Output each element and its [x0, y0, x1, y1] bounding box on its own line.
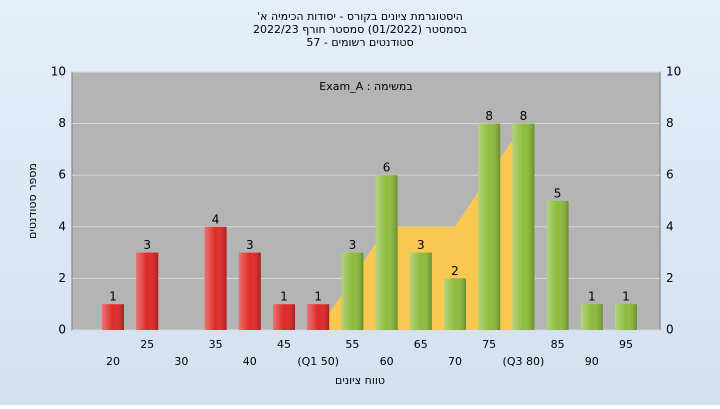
y2-tick-label: 6 — [666, 168, 674, 182]
y-tick-label: 10 — [51, 65, 66, 79]
y2-tick-label: 10 — [666, 65, 681, 79]
x-tick-label: 45 — [277, 338, 291, 351]
data-label: 3 — [417, 238, 425, 252]
bar-shade — [580, 304, 603, 330]
bar-shade — [341, 252, 364, 330]
bar-shade — [136, 252, 159, 330]
x-tick-label: 85 — [551, 338, 565, 351]
x-tick-label: 65 — [414, 338, 428, 351]
x-tick-label: (Q1 50) — [297, 355, 339, 368]
area — [318, 123, 524, 330]
data-label: 1 — [280, 290, 288, 304]
data-label: 3 — [349, 238, 357, 252]
data-label: 3 — [143, 238, 151, 252]
x-tick-label: 60 — [380, 355, 394, 368]
y2-tick-label: 2 — [666, 271, 674, 285]
bar-shade — [307, 304, 330, 330]
y-axis-label: מספר סטודנטים — [26, 163, 39, 239]
data-label: 2 — [451, 264, 459, 278]
y-tick-label: 2 — [58, 271, 66, 285]
x-tick-label: 35 — [209, 338, 223, 351]
data-label: 1 — [588, 290, 596, 304]
bar-shade — [375, 175, 398, 330]
y-tick-label: 6 — [58, 168, 66, 182]
data-label: 5 — [554, 187, 562, 201]
x-tick-label: 20 — [106, 355, 120, 368]
x-tick-label: 40 — [243, 355, 257, 368]
bar-shade — [478, 123, 501, 330]
annotation: במשימה : Exam_A — [319, 80, 412, 93]
bar-shade — [546, 201, 569, 330]
chart-subtitle: סטודנטים רשומים - 57 — [306, 36, 413, 49]
data-label: 1 — [622, 290, 630, 304]
y2-tick-label: 0 — [666, 323, 674, 337]
data-label: 4 — [212, 212, 220, 226]
data-label: 3 — [246, 238, 254, 252]
x-tick-label: 70 — [448, 355, 462, 368]
data-label: 1 — [314, 290, 322, 304]
x-tick-label: 55 — [345, 338, 359, 351]
bar-shade — [444, 278, 466, 330]
bar-shade — [409, 252, 432, 330]
data-label: 1 — [109, 290, 117, 304]
x-axis-label: טווח ציונים — [335, 374, 385, 387]
x-tick-label: 25 — [140, 338, 154, 351]
chart-title: היסטוגרמת ציונים בקורס - יסודות הכימיה א… — [257, 10, 463, 23]
data-label: 6 — [383, 161, 391, 175]
x-tick-label: (Q3 80) — [503, 355, 545, 368]
data-label: 8 — [520, 109, 528, 123]
bar-shade — [102, 304, 124, 330]
chart-subtitle: בסמסטר (01/2022) סמסטר חורף 2022/23 — [253, 23, 467, 36]
x-tick-label: 90 — [585, 355, 599, 368]
x-tick-label: 30 — [174, 355, 188, 368]
y-tick-label: 0 — [58, 323, 66, 337]
bar-shade — [238, 252, 261, 330]
y2-tick-label: 8 — [666, 116, 674, 130]
x-tick-label: 95 — [619, 338, 633, 351]
y2-tick-label: 4 — [666, 219, 674, 233]
y-tick-label: 4 — [58, 219, 66, 233]
x-tick-label: 75 — [482, 338, 496, 351]
bar-shade — [615, 304, 637, 330]
bar-shade — [512, 123, 535, 330]
data-label: 8 — [485, 109, 493, 123]
bar-shade — [204, 226, 227, 330]
y-tick-label: 8 — [58, 116, 66, 130]
bar-shade — [273, 304, 295, 330]
